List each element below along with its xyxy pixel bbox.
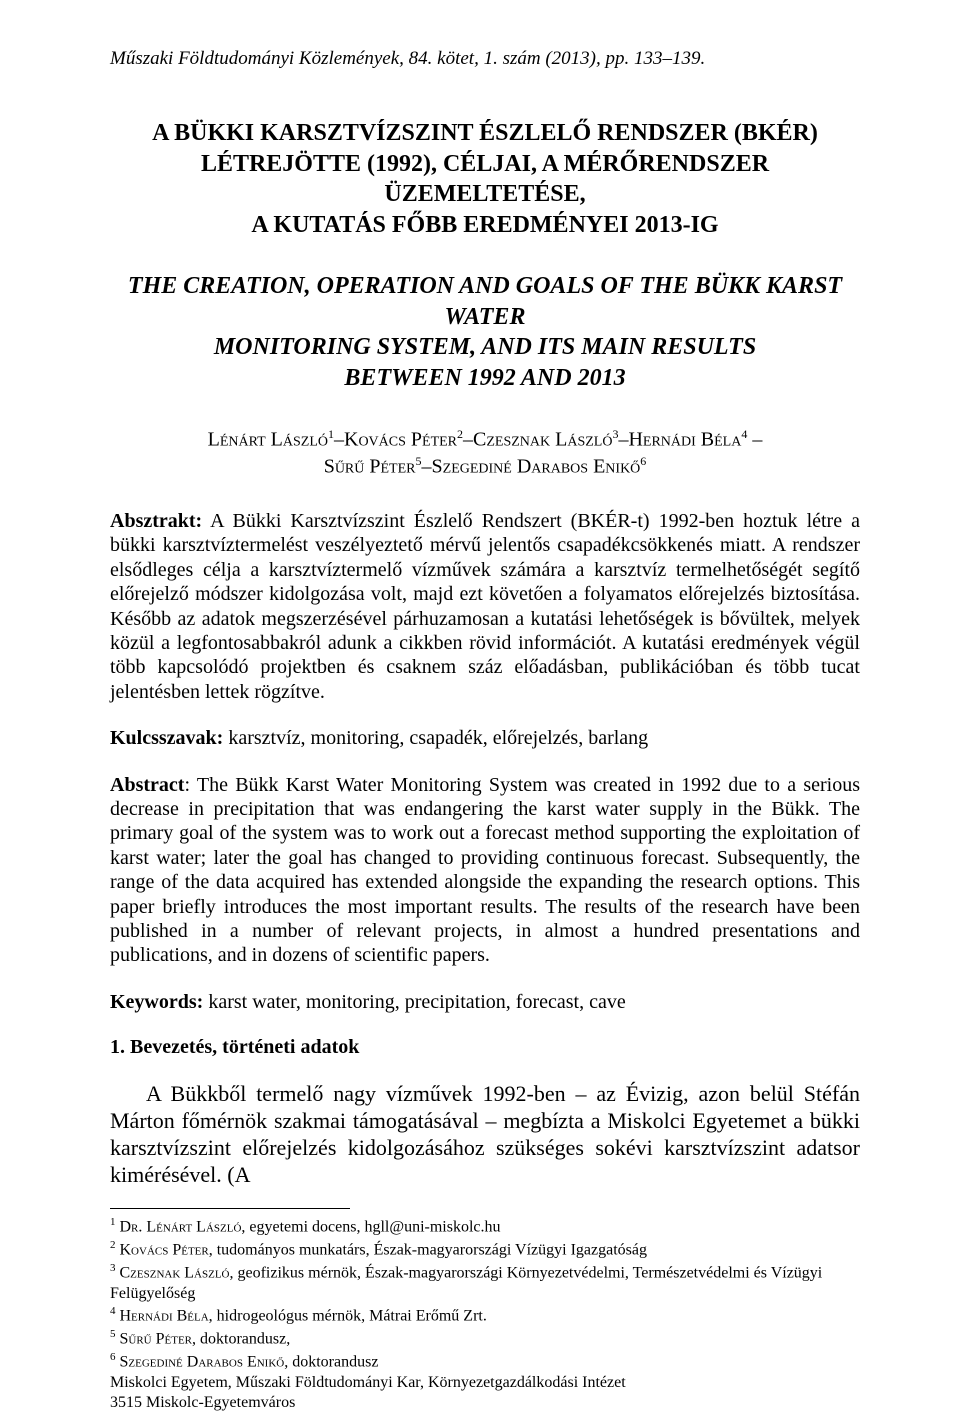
keywords-hu-text: karsztvíz, monitoring, csapadék, előreje… bbox=[223, 727, 648, 749]
author-block: Lénárt László1–Kovács Péter2–Czesznak Lá… bbox=[110, 426, 860, 481]
section-1-heading: 1. Bevezetés, történeti adatok bbox=[110, 1036, 860, 1059]
footnote-6-rest: , doktorandusz bbox=[284, 1353, 378, 1370]
footnote-5: 5 Sűrű Péter, doktorandusz, bbox=[110, 1327, 860, 1350]
keywords-en-text: karst water, monitoring, precipitation, … bbox=[203, 991, 625, 1013]
footnote-4-sup: 4 bbox=[110, 1305, 116, 1317]
author-sep: – bbox=[618, 428, 628, 450]
footnote-3-name: Czesznak László bbox=[120, 1264, 230, 1281]
author-sep: – bbox=[334, 428, 344, 450]
abstract-hu-text: A Bükki Karsztvízszint Észlelő Rendszert… bbox=[110, 510, 860, 703]
title-english: THE CREATION, OPERATION AND GOALS OF THE… bbox=[110, 271, 860, 394]
abstract-hu: Absztrakt: A Bükki Karsztvízszint Észlel… bbox=[110, 509, 860, 704]
section-1-body: A Bükkből termelő nagy vízművek 1992-ben… bbox=[110, 1081, 860, 1188]
title-en-line1: THE CREATION, OPERATION AND GOALS OF THE… bbox=[128, 273, 842, 330]
footnote-1-name: Dr. Lénárt László bbox=[120, 1219, 242, 1236]
footnote-3-sup: 3 bbox=[110, 1262, 116, 1274]
abstract-en-text: : The Bükk Karst Water Monitoring System… bbox=[110, 774, 860, 967]
footnote-4-name: Hernádi Béla bbox=[120, 1308, 209, 1325]
footnote-2-name: Kovács Péter bbox=[120, 1242, 209, 1259]
keywords-en: Keywords: karst water, monitoring, preci… bbox=[110, 990, 860, 1014]
footnote-2-sup: 2 bbox=[110, 1239, 116, 1251]
abstract-hu-label: Absztrakt: bbox=[110, 510, 202, 532]
footnote-2-rest: , tudományos munkatárs, Észak-magyarorsz… bbox=[209, 1242, 647, 1259]
title-hu-line1: A BÜKKI KARSZTVÍZSZINT ÉSZLELŐ RENDSZER … bbox=[152, 120, 818, 146]
footnote-affil-2: 3515 Miskolc-Egyetemváros bbox=[110, 1393, 860, 1413]
footnote-4-rest: , hidrogeológus mérnök, Mátrai Erőmű Zrt… bbox=[209, 1308, 487, 1325]
author-3: Czesznak László bbox=[473, 428, 612, 450]
keywords-hu-label: Kulcsszavak: bbox=[110, 727, 223, 749]
footnote-affil-1: Miskolci Egyetem, Műszaki Földtudományi … bbox=[110, 1373, 860, 1393]
keywords-en-label: Keywords: bbox=[110, 991, 203, 1013]
page: Műszaki Földtudományi Közlemények, 84. k… bbox=[0, 0, 960, 1388]
author-5: Sűrű Péter bbox=[324, 456, 416, 478]
footnote-5-rest: , doktorandusz, bbox=[192, 1330, 290, 1347]
footnote-1-sup: 1 bbox=[110, 1216, 116, 1228]
abstract-en-label: Abstract bbox=[110, 774, 184, 796]
author-1: Lénárt László bbox=[208, 428, 328, 450]
footnote-6: 6 Szegediné Darabos Enikő, doktorandusz bbox=[110, 1350, 860, 1373]
footnote-1: 1 Dr. Lénárt László, egyetemi docens, hg… bbox=[110, 1215, 860, 1238]
title-hu-line3: A KUTATÁS FŐBB EREDMÉNYEI 2013-IG bbox=[251, 212, 718, 238]
title-en-line3: BETWEEN 1992 AND 2013 bbox=[344, 365, 625, 391]
footnote-rule bbox=[110, 1208, 350, 1209]
footnote-5-name: Sűrű Péter bbox=[120, 1330, 193, 1347]
author-sep: – bbox=[463, 428, 473, 450]
footnote-6-sup: 6 bbox=[110, 1351, 116, 1363]
author-2: Kovács Péter bbox=[344, 428, 457, 450]
footnote-6-name: Szegediné Darabos Enikő bbox=[120, 1353, 285, 1370]
footnote-5-sup: 5 bbox=[110, 1328, 116, 1340]
title-en-line2: MONITORING SYSTEM, AND ITS MAIN RESULTS bbox=[214, 334, 756, 360]
title-hungarian: A BÜKKI KARSZTVÍZSZINT ÉSZLELŐ RENDSZER … bbox=[110, 118, 860, 241]
author-6: Szegediné Darabos Enikő bbox=[432, 456, 641, 478]
author-4: Hernádi Béla bbox=[628, 428, 741, 450]
footnote-2: 2 Kovács Péter, tudományos munkatárs, És… bbox=[110, 1238, 860, 1261]
author-4-sup: 4 bbox=[741, 427, 747, 441]
author-sep: – bbox=[422, 456, 432, 478]
author-6-sup: 6 bbox=[640, 454, 646, 468]
abstract-en: Abstract: The Bükk Karst Water Monitorin… bbox=[110, 773, 860, 968]
keywords-hu: Kulcsszavak: karsztvíz, monitoring, csap… bbox=[110, 726, 860, 750]
footnote-3: 3 Czesznak László, geofizikus mérnök, És… bbox=[110, 1261, 860, 1304]
title-hu-line2: LÉTREJÖTTE (1992), CÉLJAI, A MÉRŐRENDSZE… bbox=[201, 151, 769, 208]
footnotes-block: 1 Dr. Lénárt László, egyetemi docens, hg… bbox=[110, 1215, 860, 1413]
footnote-4: 4 Hernádi Béla, hidrogeológus mérnök, Má… bbox=[110, 1304, 860, 1327]
footnote-1-rest: , egyetemi docens, hgll@uni-miskolc.hu bbox=[241, 1219, 500, 1236]
journal-header: Műszaki Földtudományi Közlemények, 84. k… bbox=[110, 48, 860, 70]
